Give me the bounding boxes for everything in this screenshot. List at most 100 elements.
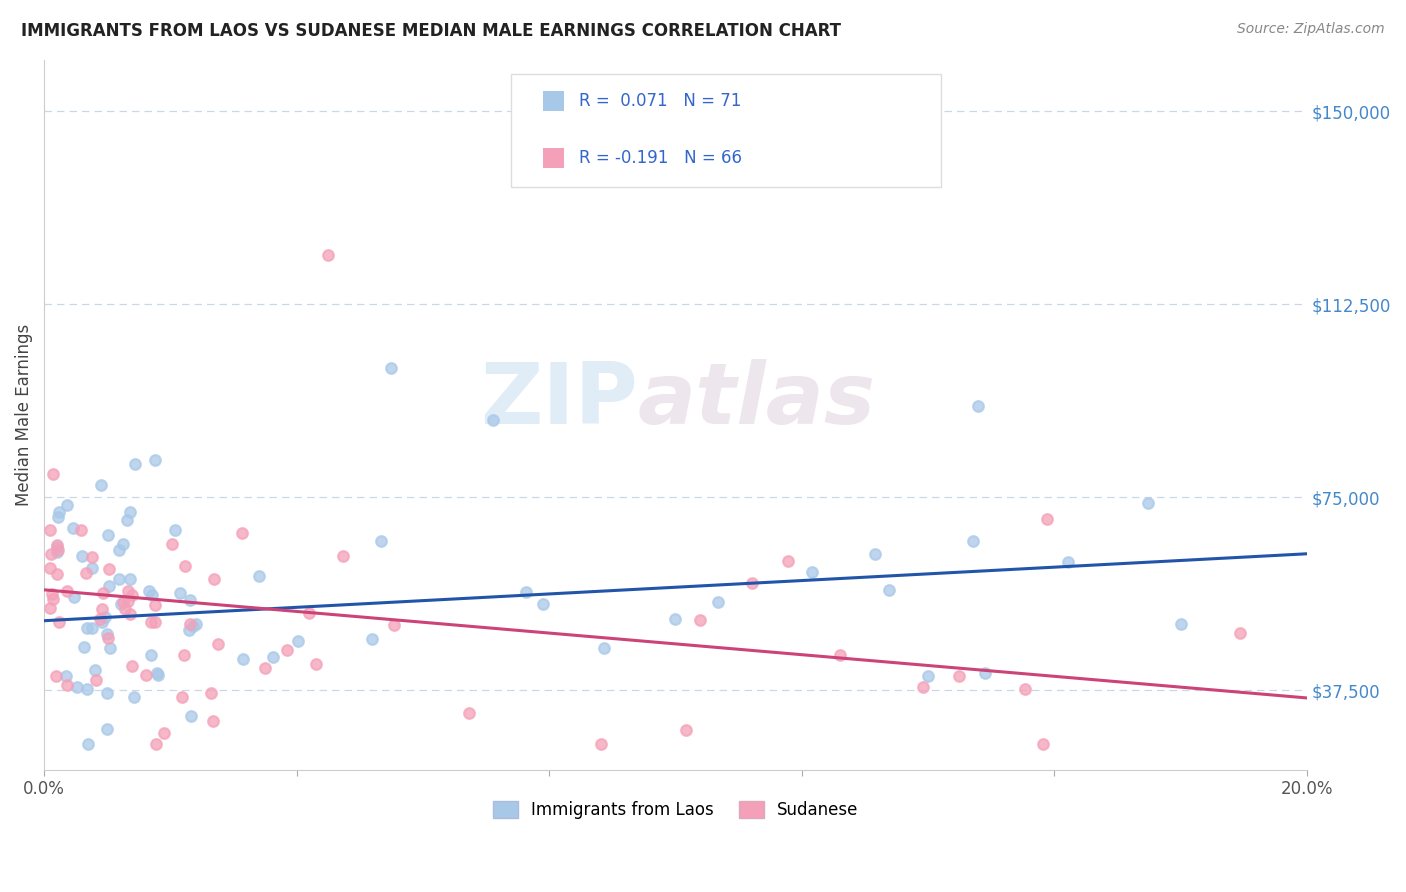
Point [112,595,135,609]
Point [141,648,163,662]
Point [89,612,111,626]
Point [186,616,208,631]
Point [117,593,139,607]
Point [1014,682,1036,697]
Point [967,399,990,413]
Point [48,615,70,629]
Point [112,537,135,551]
Point [380,361,402,376]
Point [254,661,277,675]
Point [316,248,339,262]
Legend: Immigrants from Laos, Sudanese: Immigrants from Laos, Sudanese [486,794,865,826]
Point [204,572,226,586]
Point [153,726,176,740]
Point [741,575,763,590]
Point [91,602,114,616]
Point [41,586,63,600]
Point [145,737,167,751]
Point [45,540,67,554]
Point [589,737,612,751]
Point [55,669,77,683]
Point [120,572,142,586]
Point [592,640,614,655]
Point [72,640,94,654]
Point [98,640,121,655]
Point [46,509,69,524]
Point [124,457,146,471]
Point [1170,617,1192,632]
Point [515,585,537,599]
Point [42,467,65,482]
Point [39,561,62,575]
Point [39,600,62,615]
Point [121,588,143,602]
Point [332,549,354,563]
FancyBboxPatch shape [543,91,564,111]
Point [138,584,160,599]
Point [207,637,229,651]
Point [173,648,195,662]
Point [828,648,851,662]
Point [298,606,321,620]
Point [1032,737,1054,751]
Point [46,538,69,552]
Point [120,607,142,621]
Point [180,708,202,723]
Point [117,513,139,527]
Text: R =  0.071   N = 71: R = 0.071 N = 71 [579,92,741,110]
Point [46,566,69,581]
Point [169,586,191,600]
Point [1057,555,1080,569]
Point [96,627,118,641]
Point [304,657,326,671]
Point [84,673,107,687]
Point [76,681,98,696]
Point [62,590,84,604]
Text: Source: ZipAtlas.com: Source: ZipAtlas.com [1237,22,1385,37]
Point [56,678,79,692]
Point [160,536,183,550]
Point [276,643,298,657]
Point [911,680,934,694]
Point [177,623,200,637]
Point [97,528,120,542]
Point [973,665,995,680]
Point [948,669,970,683]
Point [370,533,392,548]
Point [72,549,94,563]
Point [91,586,114,600]
Point [94,610,117,624]
FancyBboxPatch shape [512,74,941,187]
Point [80,621,103,635]
Point [262,649,284,664]
Point [776,554,799,568]
Point [90,477,112,491]
Point [110,597,132,611]
Point [45,669,67,683]
Point [232,652,254,666]
Point [77,737,100,751]
Point [90,615,112,630]
Point [139,615,162,629]
Text: R = -0.191   N = 66: R = -0.191 N = 66 [579,149,742,167]
Point [1229,626,1251,640]
Point [141,588,163,602]
Point [675,723,697,737]
Point [143,598,166,612]
Point [42,591,65,606]
Point [200,686,222,700]
Text: atlas: atlas [637,359,876,442]
Point [96,686,118,700]
Point [877,583,900,598]
Point [66,680,89,694]
Point [179,593,201,607]
Point [143,615,166,629]
Point [863,547,886,561]
Point [97,631,120,645]
Point [170,690,193,704]
Text: ZIP: ZIP [479,359,637,442]
Text: IMMIGRANTS FROM LAOS VS SUDANESE MEDIAN MALE EARNINGS CORRELATION CHART: IMMIGRANTS FROM LAOS VS SUDANESE MEDIAN … [21,22,841,40]
Point [107,572,129,586]
FancyBboxPatch shape [543,148,564,168]
Point [382,617,405,632]
